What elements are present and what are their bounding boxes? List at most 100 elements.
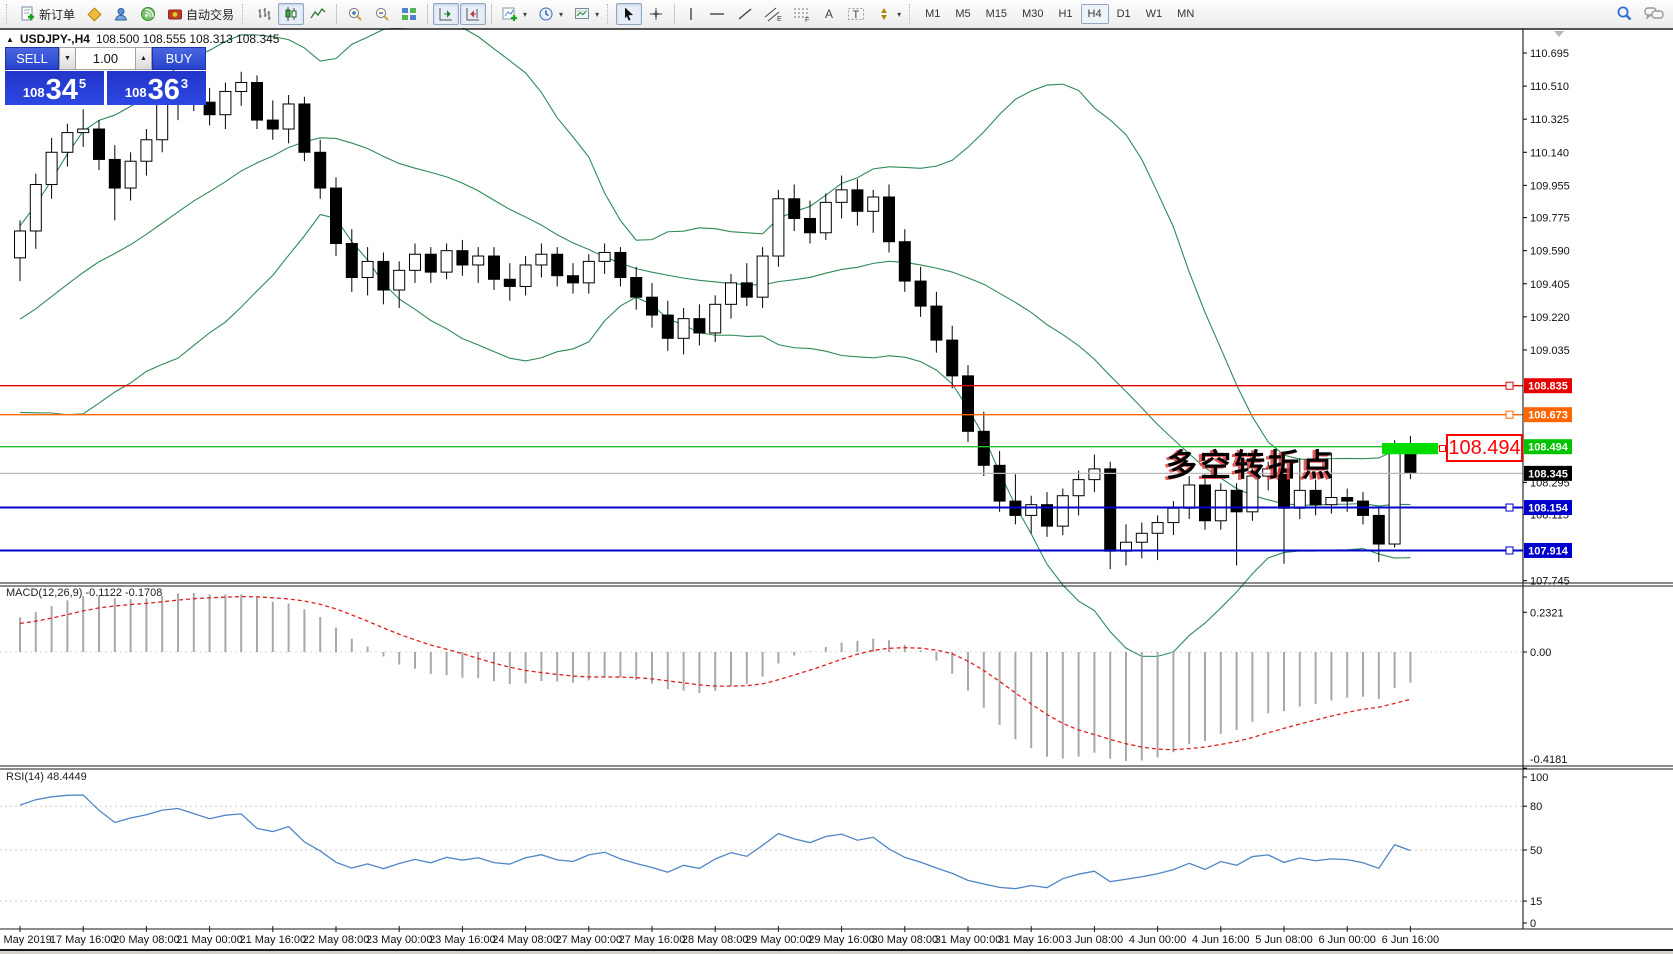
timeframe-h1[interactable]: H1: [1058, 8, 1073, 20]
buy-button[interactable]: BUY: [152, 47, 206, 70]
crosshair-icon: [648, 6, 664, 22]
chart-window-title: ▲ USDJPY-,H4 108.500 108.555 108.313 108…: [6, 32, 279, 46]
zoom-in-icon: [347, 6, 363, 22]
highlight-rectangle-object[interactable]: [1382, 442, 1438, 455]
rsi-tick-label: 15: [1530, 896, 1542, 908]
chart-shift-icon: [465, 6, 481, 22]
toolbar-grip: [607, 4, 612, 24]
time-tick-label: 23 May 16:00: [429, 934, 496, 946]
bearish-candle: [424, 253, 437, 273]
line-handle[interactable]: [1505, 503, 1514, 512]
rsi-indicator-label: RSI(14) 48.4449: [6, 771, 87, 783]
chart-text-annotation[interactable]: 多空转折点: [1166, 448, 1336, 483]
signals-button[interactable]: [135, 3, 161, 25]
volume-increase-button[interactable]: ▲: [135, 47, 152, 70]
timeframe-m30[interactable]: M30: [1022, 8, 1044, 20]
trendline-tool-button[interactable]: [732, 3, 758, 25]
dropdown-caret-icon: ▾: [559, 9, 564, 19]
bearish-candle: [914, 280, 927, 307]
timeframe-m1[interactable]: M1: [925, 8, 941, 20]
bearish-candle: [740, 282, 753, 298]
line-handle[interactable]: [1505, 381, 1514, 390]
auto-scroll-button[interactable]: [433, 3, 460, 25]
bullish-candle: [61, 132, 74, 153]
arrows-icon: [876, 6, 892, 22]
volume-decrease-button[interactable]: ▼: [59, 47, 76, 70]
equidistant-channel-tool-button[interactable]: E: [759, 3, 787, 25]
price-tag-label: 108.345: [1528, 468, 1568, 480]
bullish-candle: [1325, 497, 1338, 506]
sell-button[interactable]: SELL: [5, 47, 59, 70]
arrows-tool-button[interactable]: ▾: [871, 3, 906, 25]
indicators-button[interactable]: ▾: [497, 3, 532, 25]
price-tick-label: 109.775: [1530, 213, 1570, 225]
new-order-button[interactable]: 新订单: [15, 3, 80, 25]
line-chart-button[interactable]: [305, 3, 331, 25]
bullish-candle: [1246, 475, 1259, 513]
periods-button[interactable]: ▾: [533, 3, 568, 25]
tile-windows-button[interactable]: [396, 3, 422, 25]
line-handle[interactable]: [1505, 546, 1514, 555]
candlestick-chart-button[interactable]: [278, 3, 305, 25]
bullish-candle: [677, 318, 690, 339]
vertical-line-tool-button[interactable]: [680, 3, 702, 25]
bar-chart-button[interactable]: [251, 3, 277, 25]
symbol-period: USDJPY-,H4: [19, 32, 90, 46]
bearish-candle: [1104, 468, 1117, 552]
community-button[interactable]: [108, 3, 134, 25]
bearish-candle: [661, 314, 674, 339]
svg-text:T: T: [853, 9, 860, 21]
search-icon: [1615, 5, 1633, 23]
mql5-market-button[interactable]: [81, 3, 107, 25]
buy-price-prefix: 108: [124, 85, 147, 100]
bullish-candle: [361, 260, 374, 278]
bullish-candle: [45, 151, 58, 185]
bullish-candle: [709, 303, 722, 334]
search-button[interactable]: [1610, 3, 1638, 25]
timeframe-d1[interactable]: D1: [1116, 8, 1131, 20]
templates-button[interactable]: ▾: [569, 3, 604, 25]
bearish-candle: [630, 276, 643, 298]
bullish-candle: [472, 255, 485, 266]
horizontal-line-tool-button[interactable]: [703, 3, 731, 25]
autotrading-button[interactable]: 自动交易: [162, 3, 239, 25]
bearish-candle: [993, 464, 1006, 502]
bearish-candle: [314, 151, 327, 189]
crosshair-tool-button[interactable]: [643, 3, 669, 25]
buy-price-button[interactable]: 108 36 3: [107, 71, 206, 105]
cursor-tool-button[interactable]: [616, 3, 643, 25]
fibonacci-tool-button[interactable]: F: [788, 3, 816, 25]
chart-shift-button[interactable]: [460, 3, 487, 25]
timeframe-m15[interactable]: M15: [985, 8, 1008, 20]
time-tick-label: 6 Jun 16:00: [1382, 934, 1440, 946]
price-tag: [1524, 407, 1572, 423]
price-callout-label[interactable]: 108.494: [1446, 434, 1523, 462]
bullish-candle: [1293, 489, 1306, 509]
timeframe-h4[interactable]: H4: [1080, 4, 1109, 24]
svg-text:A: A: [825, 7, 833, 21]
time-tick-label: 28 May 08:00: [682, 934, 749, 946]
zoom-in-button[interactable]: [342, 3, 368, 25]
timeframe-mn[interactable]: MN: [1177, 8, 1195, 20]
bullish-candle: [440, 250, 453, 273]
timeframe-w1[interactable]: W1: [1145, 8, 1163, 20]
price-tag: [1524, 439, 1572, 455]
text-label-tool-button[interactable]: T: [842, 3, 870, 25]
zoom-out-button[interactable]: [369, 3, 395, 25]
time-tick-label: 29 May 16:00: [808, 934, 875, 946]
line-handle[interactable]: [1505, 410, 1514, 419]
callout-handle[interactable]: [1439, 445, 1446, 452]
text-tool-button[interactable]: A: [817, 3, 841, 25]
bearish-candle: [851, 189, 864, 212]
sell-price-button[interactable]: 108 34 5: [5, 71, 104, 105]
new-order-icon: [20, 6, 36, 22]
bullish-candle: [235, 82, 248, 92]
text-label-icon: T: [847, 6, 865, 22]
timeframe-m5[interactable]: M5: [955, 8, 971, 20]
bearish-candle: [251, 82, 263, 121]
auto-scroll-icon: [438, 6, 454, 22]
volume-input[interactable]: [76, 47, 135, 70]
chat-button[interactable]: [1639, 3, 1669, 25]
bearish-candle: [203, 101, 216, 116]
